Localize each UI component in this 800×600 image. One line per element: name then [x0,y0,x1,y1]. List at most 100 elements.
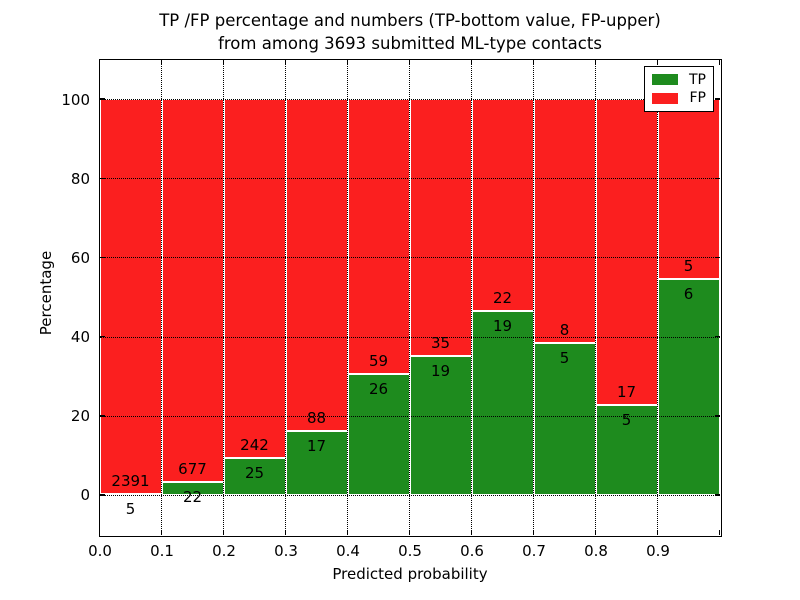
gridline-vertical [161,59,162,535]
y-tick-label: 100 [61,90,90,109]
x-tick-label: 0.8 [584,542,608,560]
legend-label-tp: TP [689,71,706,88]
tp-count-label: 5 [621,410,632,429]
legend-swatch-tp [652,74,678,86]
x-tick-label: 0.6 [460,542,484,560]
x-axis-tick [532,59,535,65]
plot-area: 2391 5 677 22 242 25 88 17 59 26 35 19 22 19 8 5 17 5 5 6 [98,58,722,537]
fp-count-label: 17 [616,382,637,401]
tp-count-label: 5 [125,500,136,519]
x-tick-label: 0.7 [522,542,546,560]
tp-count-label: 6 [683,285,694,303]
fp-count-label: 88 [306,408,327,427]
tp-count-label: 19 [430,361,451,380]
bar-tp-segment [223,457,286,495]
x-axis-tick [346,529,349,535]
fp-count-label: 2391 [111,472,150,491]
x-axis-tick [408,59,411,65]
fp-count-label: 35 [430,333,451,352]
y-axis-tick [714,98,720,100]
tp-count-label: 5 [559,348,570,367]
x-axis-tick [160,59,163,65]
fp-count-label: 677 [178,460,207,479]
y-axis-tick [99,177,105,179]
bar-fp-segment [595,99,658,405]
x-axis-tick [656,59,659,65]
x-tick-label: 0.4 [336,542,360,560]
chart-title-line1: TP /FP percentage and numbers (TP-bottom… [159,11,661,30]
bar-tp-segment [409,355,472,495]
y-axis-tick [99,415,105,417]
x-tick-label: 0.1 [150,542,174,560]
y-axis-label: Percentage [37,250,55,336]
y-tick-label: 40 [70,328,90,347]
gridline-vertical [471,59,472,535]
y-tick-label: 0 [80,486,90,505]
x-axis-tick [160,529,163,535]
bar-tp-segment [533,342,596,495]
x-axis-tick [470,529,473,535]
y-axis-tick [99,335,105,338]
legend-swatch-fp [652,92,678,104]
bar-fp-segment [409,99,472,356]
tp-count-label: 25 [244,463,265,482]
y-axis-tick [714,415,720,417]
legend-entry-fp: FP [652,90,706,106]
x-axis-tick [594,529,597,535]
y-axis-tick [714,256,720,259]
x-axis-tick [718,59,721,65]
y-axis-tick [714,335,720,338]
x-axis-tick [222,529,225,535]
bar-tp-segment [657,279,720,495]
y-axis-tick [99,98,105,100]
plot-inner: 2391 5 677 22 242 25 88 17 59 26 35 19 22 19 8 5 17 5 5 6 [98,59,721,535]
bar-fp-segment [99,99,162,495]
chart-title-line2: from among 3693 submitted ML-type contac… [218,34,602,53]
gridline-vertical [285,59,286,535]
gridline-vertical [347,59,348,535]
fp-count-label: 8 [559,320,570,339]
y-axis-tick [99,256,105,259]
x-axis-tick [408,529,411,535]
gridline-vertical [533,59,534,535]
fp-count-label: 242 [240,435,269,454]
tp-count-label: 17 [306,436,327,455]
x-axis-tick [98,59,101,65]
legend-entry-tp: TP [652,72,706,88]
legend: TP FP [644,66,714,112]
fp-count-label: 5 [683,257,694,275]
x-axis-tick [98,529,101,535]
bar-tp-segment [347,373,410,495]
gridline-vertical [223,59,224,535]
tp-count-label: 22 [182,488,203,507]
x-axis-tick [656,529,659,535]
x-axis-tick [222,59,225,65]
bar-tp-segment [161,482,224,495]
y-tick-label: 20 [70,407,90,426]
y-axis-tick [714,494,720,496]
x-axis-tick [284,59,287,65]
x-tick-label: 0.9 [646,542,670,560]
bar-tp-segment [285,430,348,495]
x-axis-label: Predicted probability [332,565,488,583]
x-axis-tick [594,59,597,65]
bar-tp-segment [595,404,658,495]
bar-fp-segment [285,99,348,431]
tp-count-label: 26 [368,379,389,398]
fp-count-label: 59 [368,351,389,370]
gridline-vertical [409,59,410,535]
bar-fp-segment [533,99,596,343]
fp-count-label: 22 [492,289,513,308]
x-tick-label: 0.3 [274,542,298,560]
gridline-vertical [595,59,596,535]
bar-tp-segment [99,493,162,495]
bar-fp-segment [347,99,410,374]
y-tick-label: 60 [70,248,90,267]
x-axis-tick [532,529,535,535]
x-tick-label: 0.0 [88,542,112,560]
bar-tp-segment [471,311,534,495]
x-tick-label: 0.2 [212,542,236,560]
y-axis-tick [714,177,720,179]
x-axis-tick [470,59,473,65]
